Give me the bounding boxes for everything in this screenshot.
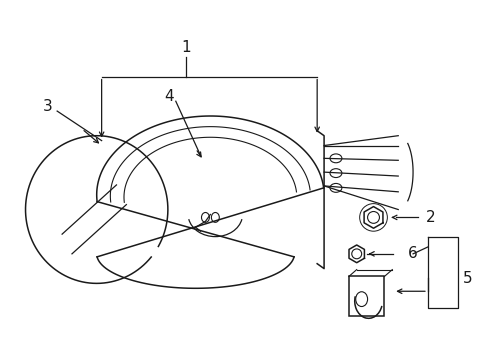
Text: 1: 1 (181, 40, 190, 55)
Bar (348, 276, 384, 316)
Text: 4: 4 (163, 89, 173, 104)
Text: 3: 3 (42, 99, 52, 114)
Text: 2: 2 (425, 210, 435, 225)
Text: 6: 6 (407, 246, 417, 261)
Text: 5: 5 (462, 271, 471, 286)
